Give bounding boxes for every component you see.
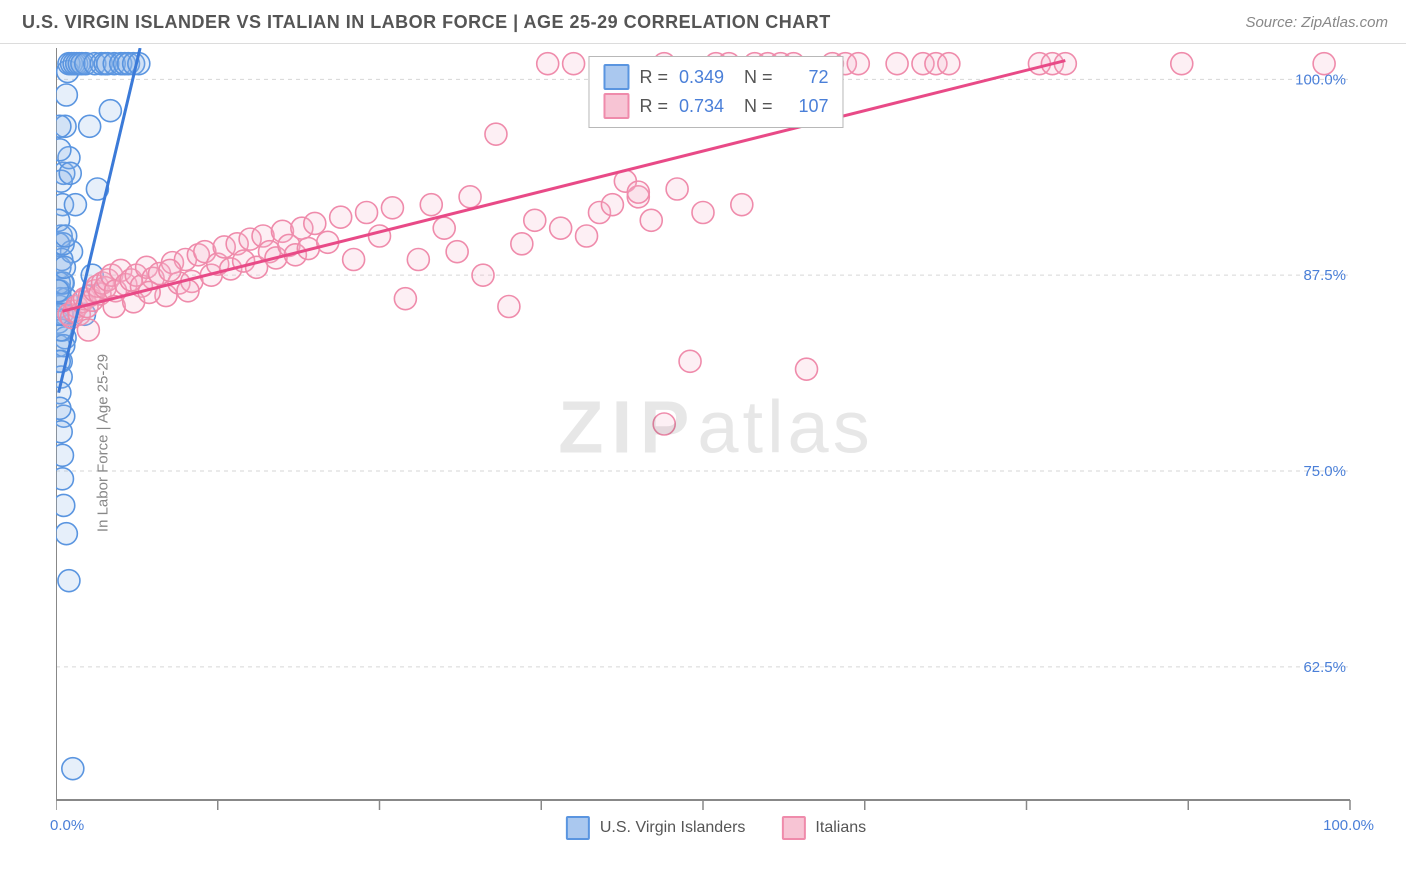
chart-area: In Labor Force | Age 25-29 62.5% 75.0% 87.… [56, 48, 1376, 838]
stats-legend-box: R =0.349 N =72 R =0.734 N =107 [588, 56, 843, 128]
x-axis-max-label: 100.0% [1323, 817, 1374, 834]
svg-text:75.0%: 75.0% [1303, 463, 1346, 480]
svg-text:87.5%: 87.5% [1303, 267, 1346, 284]
stats-row-usvi: R =0.349 N =72 [603, 63, 828, 92]
legend-bottom: U.S. Virgin Islanders Italians [566, 816, 866, 840]
chart-title: U.S. VIRGIN ISLANDER VS ITALIAN IN LABOR… [22, 12, 831, 33]
legend-swatch-italian-icon [781, 816, 805, 840]
swatch-usvi-icon [603, 64, 629, 90]
scatter-plot: 62.5% 75.0% 87.5% 100.0% [56, 48, 1376, 838]
stats-row-italian: R =0.734 N =107 [603, 92, 828, 121]
legend-swatch-usvi-icon [566, 816, 590, 840]
legend-item-italian: Italians [781, 816, 866, 840]
chart-source: Source: ZipAtlas.com [1245, 14, 1388, 31]
swatch-italian-icon [603, 93, 629, 119]
legend-item-usvi: U.S. Virgin Islanders [566, 816, 746, 840]
x-axis-min-label: 0.0% [50, 817, 84, 834]
y-axis-label: In Labor Force | Age 25-29 [95, 354, 112, 532]
svg-text:62.5%: 62.5% [1303, 659, 1346, 676]
